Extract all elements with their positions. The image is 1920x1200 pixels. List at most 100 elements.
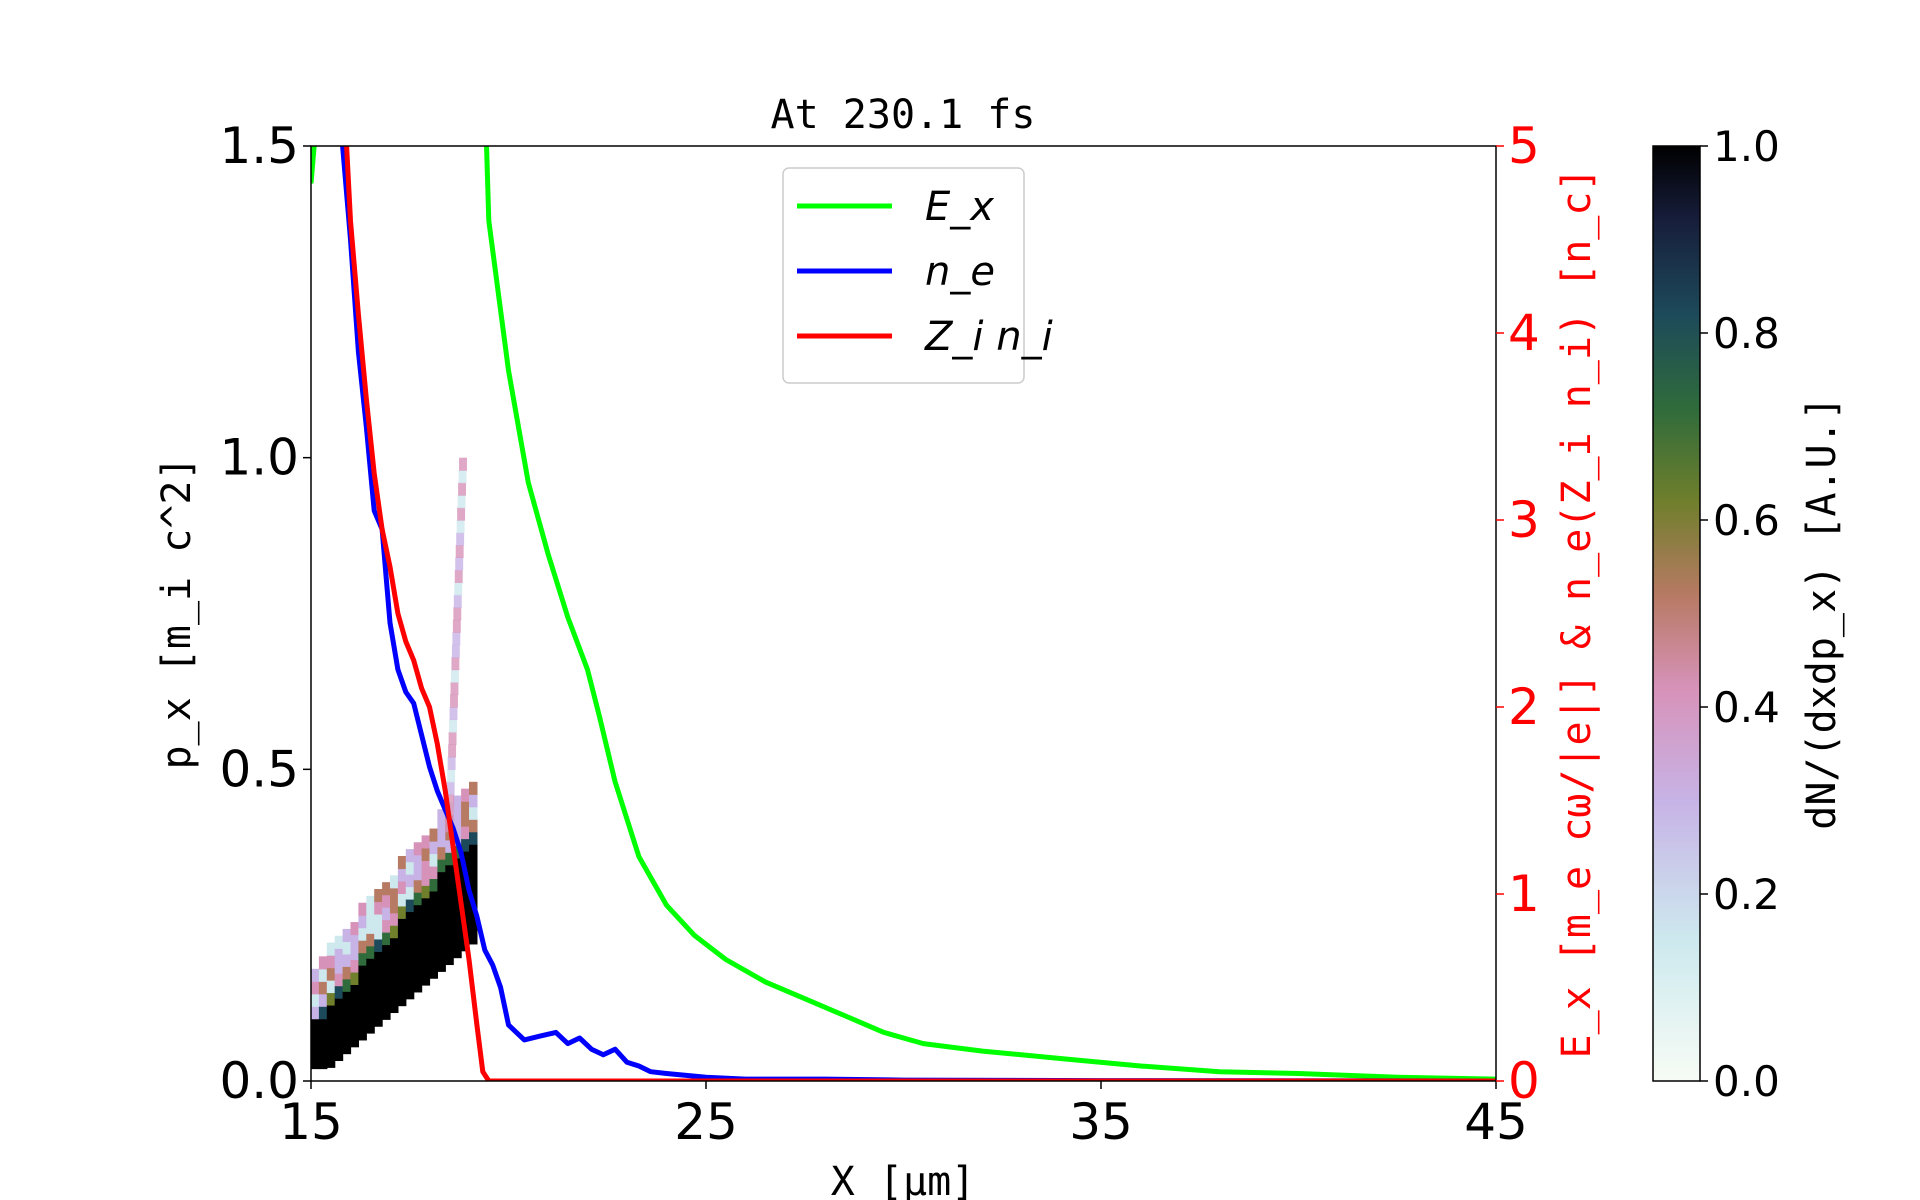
y-left-tick-label: 0.0 — [219, 1052, 299, 1110]
heatmap-cell — [461, 789, 470, 802]
heatmap-cell — [437, 909, 446, 922]
heatmap-cell — [430, 841, 439, 854]
heatmap-cell — [430, 829, 439, 842]
heatmap-cell — [343, 979, 352, 992]
heatmap-cell — [422, 960, 431, 973]
heatmap-cell — [453, 607, 461, 620]
heatmap-cell — [351, 922, 360, 935]
heatmap-cell — [453, 920, 462, 933]
heatmap-cell — [382, 982, 391, 995]
y-left-tick-label: 0.5 — [219, 740, 299, 798]
heatmap-cell — [450, 695, 458, 708]
heatmap-cell — [327, 1042, 336, 1055]
heatmap-cell — [366, 958, 375, 971]
heatmap-cell — [366, 1021, 375, 1034]
heatmap-cell — [422, 923, 431, 936]
colorbar-tick-label: 0.2 — [1713, 870, 1780, 919]
heatmap-cell — [351, 1022, 360, 1035]
heatmap-cell — [454, 595, 462, 608]
heatmap-cell — [327, 980, 336, 993]
legend: E_x n_e Z_i n_i — [783, 168, 1053, 383]
heatmap-cell — [422, 973, 431, 986]
heatmap-cell — [437, 847, 446, 860]
heatmap-cell — [343, 991, 352, 1004]
heatmap-cell — [319, 1019, 328, 1032]
x-axis-label: X [μm] — [831, 1159, 976, 1200]
heatmap-cell — [422, 848, 431, 861]
colorbar-tick-label: 0.4 — [1713, 683, 1780, 732]
heatmap-cell — [406, 887, 415, 900]
heatmap-cell — [469, 832, 478, 845]
heatmap-cell — [414, 842, 423, 855]
heatmap-cell — [366, 996, 375, 1009]
heatmap-cell — [430, 903, 439, 916]
heatmap-cell — [382, 920, 391, 933]
heatmap-cell — [382, 957, 391, 970]
heatmap-cell — [445, 890, 454, 903]
heatmap-cell — [398, 993, 407, 1006]
heatmap-cell — [450, 707, 458, 720]
heatmap-cell — [451, 670, 459, 683]
heatmap-cell — [437, 896, 446, 909]
heatmap-cell — [382, 907, 391, 920]
heatmap-cell — [422, 873, 431, 886]
heatmap-cell — [437, 859, 446, 872]
heatmap-cell — [319, 981, 328, 994]
heatmap-cell — [454, 582, 462, 595]
heatmap-cell — [398, 868, 407, 881]
heatmap-cell — [398, 893, 407, 906]
heatmap-cell — [398, 981, 407, 994]
heatmap-cell — [374, 989, 383, 1002]
heatmap-cell — [414, 954, 423, 967]
heatmap-cell — [430, 966, 439, 979]
heatmap-cell — [327, 943, 336, 956]
heatmap-cell — [319, 1044, 328, 1057]
colorbar-tick-label: 1.0 — [1713, 122, 1780, 171]
heatmap-cell — [390, 988, 399, 1001]
heatmap-cell — [366, 1008, 375, 1021]
heatmap-cell — [374, 964, 383, 977]
heatmap-cell — [335, 1048, 344, 1061]
heatmap-cell — [335, 961, 344, 974]
heatmap-cell — [335, 986, 344, 999]
heatmap-cell — [343, 941, 352, 954]
heatmap-cell — [335, 973, 344, 986]
heatmap-cell — [366, 983, 375, 996]
heatmap-cell — [452, 645, 460, 658]
heatmap-cell — [366, 921, 375, 934]
heatmap-cell — [459, 458, 467, 471]
heatmap-cell — [422, 910, 431, 923]
colorbar-label: dN/(dxdp_x) [A.U.] — [1799, 396, 1845, 829]
heatmap-cell — [374, 976, 383, 989]
heatmap-cell — [445, 940, 454, 953]
heatmap-cell — [390, 950, 399, 963]
heatmap-cell — [327, 1005, 336, 1018]
heatmap-cell — [437, 946, 446, 959]
heatmap-cell — [456, 545, 464, 558]
colorbar-tick-label: 0.6 — [1713, 496, 1780, 545]
heatmap-cell — [374, 926, 383, 939]
heatmap-cell — [430, 866, 439, 879]
heatmap-cell — [351, 997, 360, 1010]
heatmap-cell — [449, 719, 457, 732]
heatmap-cell — [374, 1001, 383, 1014]
heatmap-cell — [398, 918, 407, 931]
heatmap-cell — [406, 986, 415, 999]
heatmap-cell — [382, 969, 391, 982]
heatmap-cell — [406, 961, 415, 974]
heatmap-cell — [437, 822, 446, 835]
heatmap-cell — [390, 938, 399, 951]
heatmap-cell — [406, 899, 415, 912]
heatmap-cell — [406, 849, 415, 862]
heatmap-cell — [458, 483, 466, 496]
heatmap-cell — [437, 872, 446, 885]
heatmap-cell — [414, 855, 423, 868]
heatmap-cell — [374, 951, 383, 964]
heatmap-cell — [358, 1027, 367, 1040]
heatmap-cell — [343, 1041, 352, 1054]
heatmap-cell — [327, 992, 336, 1005]
heatmap-cell — [459, 470, 467, 483]
heatmap-cell — [461, 826, 470, 839]
heatmap-cell — [311, 994, 320, 1007]
